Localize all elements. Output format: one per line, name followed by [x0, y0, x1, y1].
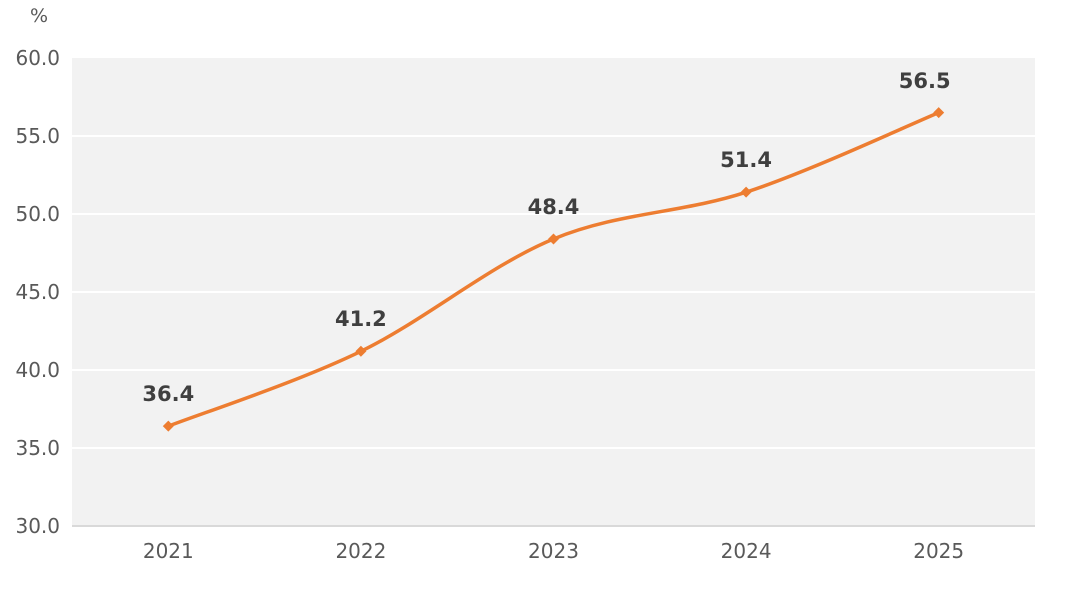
gridline-40	[72, 369, 1035, 371]
y-axis: 60.0 55.0 50.0 45.0 40.0 35.0 30.0	[0, 46, 62, 538]
series-svg	[162, 107, 945, 432]
y-tick-label: 45.0	[15, 280, 60, 304]
y-tick-label: 55.0	[15, 124, 60, 148]
data-point-marker	[548, 233, 559, 245]
x-tick-label-2024: 2024	[720, 539, 772, 563]
y-tick-label: 60.0	[15, 46, 60, 70]
data-label-2022: 41.2	[334, 307, 387, 332]
x-tick-label-2023: 2023	[528, 539, 579, 563]
data-label-2023: 48.4	[527, 194, 580, 219]
series-line	[166, 110, 941, 428]
x-tick-label-2025: 2025	[913, 539, 965, 563]
data-point-marker	[740, 186, 752, 198]
y-axis-unit-label: %	[30, 5, 49, 27]
data-label-2024: 51.4	[720, 148, 773, 173]
y-tick-label: 40.0	[15, 358, 60, 382]
y-tick-label: 35.0	[15, 436, 60, 460]
plot-area: 36.4 41.2 48.4 51.4 56.5	[72, 58, 1035, 527]
x-tick-label-2021: 2021	[142, 539, 194, 563]
x-axis: 2021 2022 2023 2024 2025	[72, 539, 1035, 569]
y-tick-label: 50.0	[15, 202, 60, 226]
series-markers	[162, 107, 945, 432]
x-tick-label-2022: 2022	[335, 539, 387, 563]
y-tick-label: 30.0	[15, 514, 60, 538]
x-axis-line	[72, 525, 1035, 527]
data-point-marker	[162, 420, 174, 432]
data-label-2025: 56.5	[898, 68, 951, 93]
gridline-50	[72, 213, 1035, 215]
gridline-55	[72, 135, 1035, 137]
gridline-35	[72, 447, 1035, 449]
data-point-marker	[933, 107, 945, 119]
data-point-marker	[355, 345, 367, 357]
data-label-2021: 36.4	[142, 382, 195, 407]
gridline-45	[72, 291, 1035, 293]
